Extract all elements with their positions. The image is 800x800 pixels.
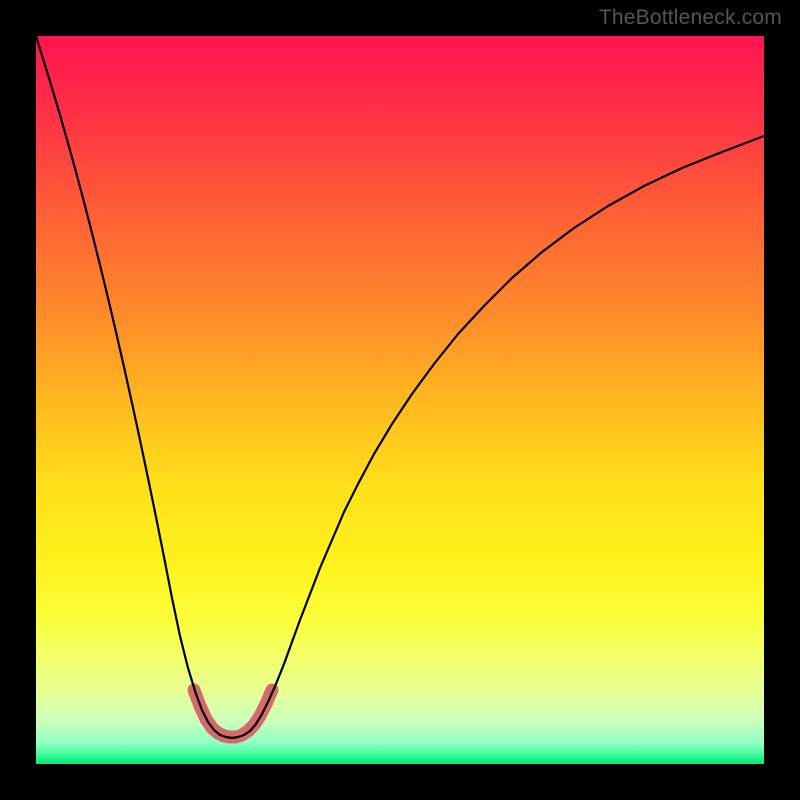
bottleneck-curve [36,36,764,738]
chart-canvas: TheBottleneck.com [0,0,800,800]
watermark-label: TheBottleneck.com [599,6,782,30]
plot-area [36,36,764,764]
bottleneck-highlight [194,690,272,737]
curve-layer [36,36,764,764]
